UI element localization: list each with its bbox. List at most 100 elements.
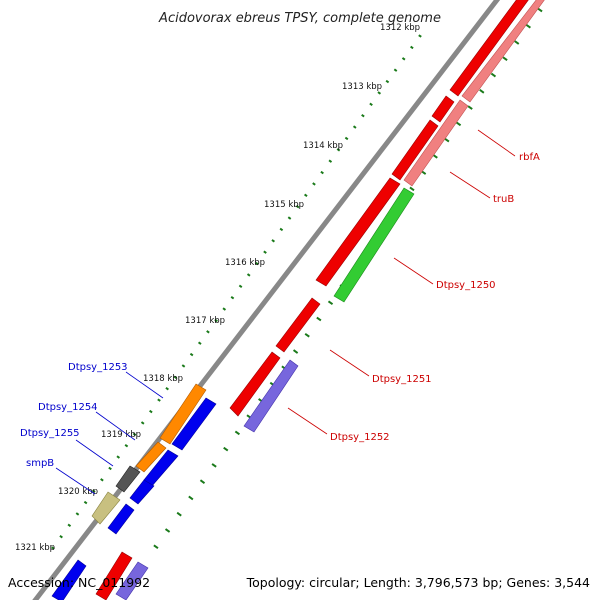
gene-smpB [91, 491, 121, 525]
gene-labels: rbfA truB Dtpsy_1250 Dtpsy_1251 Dtpsy_12… [20, 129, 540, 495]
tick-mark [401, 57, 406, 61]
gene-arrow [95, 551, 133, 600]
gene-Dtpsy_1254 [135, 441, 167, 473]
tick-mark [153, 544, 159, 549]
tick-mark [263, 250, 267, 254]
tick-mark [502, 56, 508, 62]
tick-mark [344, 136, 349, 141]
tick-mark [132, 432, 137, 436]
feature-track-bottom [95, 551, 149, 600]
tick-mark [197, 341, 202, 345]
gene-arrow [107, 503, 135, 535]
leader-line [75, 439, 114, 467]
tick-mark [444, 137, 450, 143]
gene-arrow [391, 119, 439, 181]
tick-mark [287, 216, 292, 220]
leader-line [393, 257, 434, 285]
tick-mark [312, 182, 316, 186]
gene-arrow [51, 559, 87, 600]
tick-mark [490, 72, 497, 78]
tick-mark [181, 364, 186, 368]
tick-mark [537, 7, 543, 13]
tick-label: 1319 kbp [101, 430, 141, 440]
tick-mark [83, 500, 88, 505]
tick-label: 1316 kbp [225, 258, 265, 268]
tick-mark [164, 528, 171, 533]
tick-mark [304, 333, 310, 338]
tick-mark [361, 113, 365, 118]
tick-mark [51, 546, 55, 550]
tick-mark [188, 495, 194, 501]
tick-labels: 1312 kbp 1313 kbp 1314 kbp 1315 kbp 1316… [15, 23, 420, 553]
tick-mark [418, 34, 422, 38]
tick-mark [393, 68, 398, 72]
gene-arrow [229, 351, 281, 417]
tick-mark [479, 89, 485, 94]
tick-mark [211, 463, 217, 468]
gene-label-smpB: smpB [26, 458, 54, 469]
leader-line [95, 411, 136, 441]
tick-mark [176, 511, 182, 517]
tick-mark [316, 316, 322, 322]
tick-mark [525, 23, 531, 29]
tick-mark [271, 239, 275, 243]
gene-Dtpsy_1252 [243, 359, 299, 433]
tick-mark [59, 534, 63, 539]
gene-label-Dtpsy_1251: Dtpsy_1251 [372, 374, 432, 385]
tick-mark [75, 512, 80, 516]
tick-mark [238, 284, 243, 289]
gene-arrow [171, 397, 217, 451]
leader-line [125, 371, 164, 399]
tick-mark [206, 330, 210, 334]
tick-label: 1313 kbp [342, 82, 382, 92]
tick-mark [214, 318, 218, 323]
tick-mark [410, 45, 414, 50]
tick-mark [116, 455, 121, 459]
tick-label: 1317 kbp [185, 316, 225, 326]
tick-mark [336, 148, 341, 152]
tick-label: 1315 kbp [264, 200, 304, 210]
leader-line [55, 467, 96, 495]
gene-label-Dtpsy_1255: Dtpsy_1255 [20, 428, 80, 439]
leader-line [287, 407, 328, 435]
tick-mark [295, 204, 300, 209]
tick-mark [455, 121, 462, 127]
tick-mark [304, 193, 308, 197]
tick-mark [377, 91, 382, 95]
accession-text: Accession: NC_011992 [8, 575, 150, 590]
gene-arrow [431, 95, 455, 123]
tick-mark [246, 273, 251, 277]
tick-mark [223, 446, 229, 452]
tick-mark [230, 296, 235, 300]
tick-label: 1312 kbp [380, 23, 420, 33]
tick-mark [467, 105, 473, 110]
tick-mark [222, 307, 227, 311]
tick-label: 1320 kbp [58, 487, 98, 497]
gene-label-rbfA: rbfA [519, 152, 540, 163]
leader-line [329, 349, 370, 377]
map-title: Acidovorax ebreus TPSY, complete genome [158, 11, 441, 26]
tick-mark [100, 478, 104, 482]
gene-truB [403, 99, 469, 187]
tick-mark [124, 443, 129, 448]
genome-summary-text: Topology: circular; Length: 3,796,573 bp… [246, 575, 590, 590]
gene-rbfA [461, 0, 545, 103]
tick-mark [385, 79, 390, 84]
tick-label: 1314 kbp [303, 141, 343, 151]
tick-mark [279, 227, 284, 232]
tick-mark [157, 398, 161, 402]
tick-mark [173, 375, 178, 380]
tick-mark [165, 387, 169, 391]
gene-Dtpsy_1250 [333, 187, 415, 303]
gene-arrow [449, 0, 529, 97]
tick-mark [234, 430, 241, 436]
tick-mark [67, 523, 72, 527]
tick-mark [91, 489, 96, 493]
tick-mark [255, 261, 259, 266]
leader-line [477, 129, 516, 157]
tick-mark [327, 300, 334, 306]
tick-mark [352, 125, 357, 129]
feature-track-outer-red [229, 0, 529, 417]
tick-label: 1321 kbp [15, 543, 55, 553]
